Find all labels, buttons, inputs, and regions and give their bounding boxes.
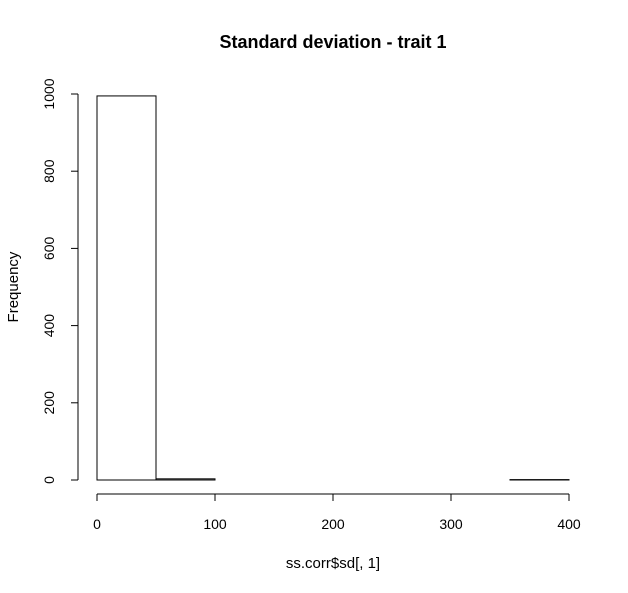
chart-title: Standard deviation - trait 1 [219, 32, 446, 52]
y-tick-label: 0 [41, 476, 57, 484]
x-axis-label: ss.corr$sd[, 1] [286, 555, 380, 572]
histogram-bar [96, 95, 157, 481]
y-tick-label: 600 [41, 237, 57, 261]
y-tick-label: 800 [41, 159, 57, 183]
y-tick-label: 400 [41, 314, 57, 338]
x-tick-label: 0 [93, 516, 101, 532]
y-axis: 0 200 400 600 800 1000 [41, 78, 79, 484]
y-axis-label: Frequency [5, 251, 22, 322]
histogram-bars [96, 95, 570, 481]
x-axis: 0 100 200 300 400 [93, 493, 581, 532]
x-tick-label: 400 [557, 516, 581, 532]
x-tick-label: 300 [439, 516, 463, 532]
x-tick-label: 100 [203, 516, 227, 532]
histogram-bar [155, 478, 216, 481]
y-tick-label: 200 [41, 391, 57, 415]
y-tick-label: 1000 [41, 78, 57, 109]
x-tick-label: 200 [321, 516, 345, 532]
